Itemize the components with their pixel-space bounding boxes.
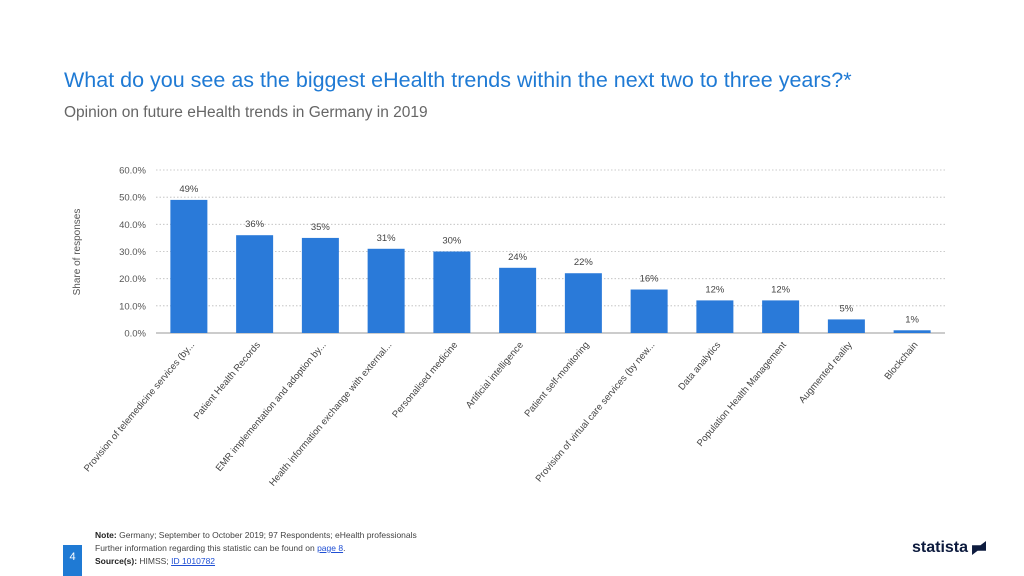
bar: [367, 248, 405, 333]
y-tick-label: 30.0%: [119, 247, 146, 258]
statista-logo: statista: [912, 539, 987, 557]
data-label: 22%: [574, 257, 594, 268]
page-link[interactable]: page 8: [317, 543, 344, 553]
x-tick-label: EMR implementation and adoption by...: [214, 340, 329, 474]
source-id-link[interactable]: ID 1010782: [171, 556, 216, 566]
data-label: 30%: [442, 236, 462, 247]
bar: [893, 330, 931, 333]
data-label: 12%: [771, 284, 791, 295]
y-tick-label: 20.0%: [119, 274, 146, 285]
x-tick-label: Patient Health Records: [192, 340, 263, 422]
data-label: 16%: [640, 274, 660, 285]
bar: [236, 235, 274, 333]
source-text: HIMSS;: [139, 556, 169, 566]
source-label: Source(s):: [95, 556, 138, 566]
page-number-badge: 4: [63, 545, 82, 576]
further-info-line: Further information regarding this stati…: [95, 542, 417, 555]
footer-notes: Note: Germany; September to October 2019…: [95, 529, 417, 568]
source-line: Source(s): HIMSS; ID 1010782: [95, 555, 417, 568]
x-tick-label: Blockchain: [882, 340, 920, 382]
bar: [564, 273, 602, 333]
bar: [696, 300, 734, 333]
bar: [630, 289, 668, 333]
data-label: 49%: [179, 184, 199, 195]
data-label: 12%: [705, 284, 725, 295]
bar-chart: 0.0% 10.0% 20.0% 30.0% 40.0% 50.0% 60.0% Share …: [72, 166, 945, 489]
x-tick-label: Health information exchange with externa…: [267, 340, 394, 489]
bar: [433, 251, 471, 333]
bar: [301, 237, 339, 333]
data-label: 1%: [905, 314, 919, 325]
x-tick-label: Provision of virtual care services (by n…: [534, 340, 658, 485]
x-tick-label: Patient self-monitoring: [522, 340, 591, 419]
data-label: 35%: [311, 222, 331, 233]
data-label: 36%: [245, 219, 265, 230]
data-label: 31%: [377, 233, 397, 244]
x-tick-label: Provision of telemedicine services (by..…: [82, 340, 197, 474]
data-label: 5%: [840, 303, 854, 314]
page-title: What do you see as the biggest eHealth t…: [64, 68, 852, 92]
page-subtitle: Opinion on future eHealth trends in Germ…: [64, 104, 428, 121]
y-tick-label: 0.0%: [124, 329, 146, 340]
y-tick-label: 60.0%: [119, 166, 146, 177]
note-line: Note: Germany; September to October 2019…: [95, 529, 417, 542]
statista-logo-icon: [972, 541, 987, 555]
y-axis-label: Share of responses: [72, 209, 83, 296]
y-tick-label: 50.0%: [119, 193, 146, 204]
y-tick-label: 10.0%: [119, 301, 146, 312]
further-info-text: Further information regarding this stati…: [95, 543, 315, 553]
y-tick-label: 40.0%: [119, 220, 146, 231]
bar: [170, 199, 208, 333]
further-info-end: .: [343, 543, 346, 553]
bar: [827, 319, 865, 333]
data-label: 24%: [508, 252, 528, 263]
brand-name: statista: [912, 539, 969, 556]
note-label: Note:: [95, 530, 117, 540]
x-tick-label: Personalised medicine: [390, 340, 460, 420]
x-tick-label: Artificial intelligence: [464, 340, 526, 411]
x-tick-label: Data analytics: [676, 340, 723, 393]
bar: [762, 300, 800, 333]
bar: [499, 267, 537, 333]
note-text: Germany; September to October 2019; 97 R…: [119, 530, 417, 540]
x-tick-label: Augmented reality: [797, 340, 855, 406]
